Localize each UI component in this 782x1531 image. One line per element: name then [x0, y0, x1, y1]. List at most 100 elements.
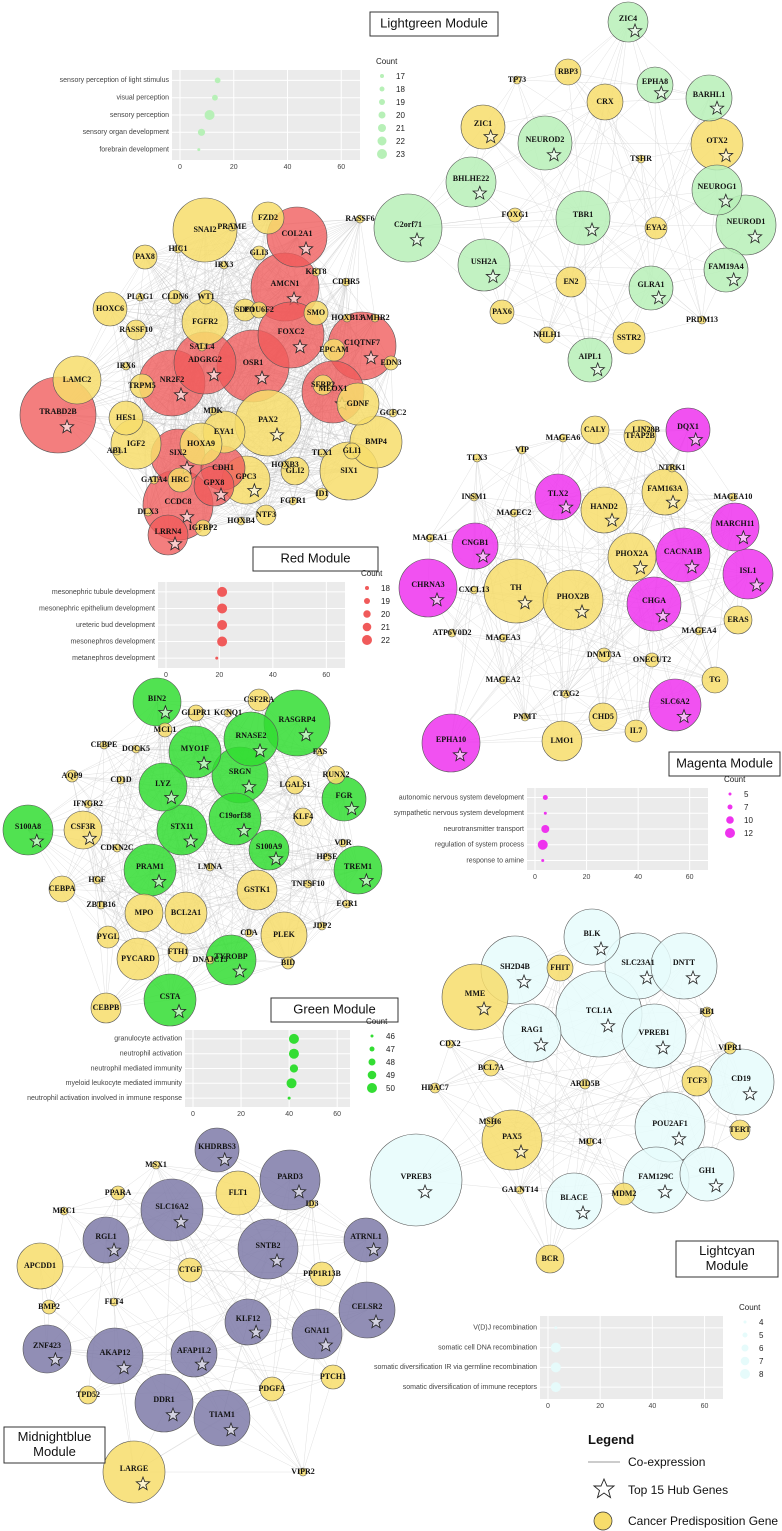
gene-node [665, 407, 711, 453]
edge [473, 589, 504, 681]
count-legend-label: 20 [396, 111, 405, 120]
gene-label: HGF [88, 875, 105, 884]
gene-circle [250, 301, 268, 319]
gene-node [398, 558, 458, 618]
gene-label: CACNA1B [664, 547, 703, 556]
enrichment-dot [537, 839, 548, 850]
edge [390, 362, 394, 414]
edge [502, 637, 605, 656]
gene-label: VPREB3 [400, 1172, 431, 1181]
edge [451, 632, 526, 718]
green-module-title: Green Module [270, 997, 399, 1023]
go-term-label: somatic cell DNA recombination [438, 1344, 537, 1351]
gene-circle [198, 289, 214, 305]
gene-node [48, 875, 76, 903]
gene-circle [48, 875, 76, 903]
gene-node [457, 238, 511, 292]
legend-cancer-gene-label: Cancer Predisposition Gene [628, 1514, 778, 1528]
gene-node [125, 319, 147, 341]
count-legend-dot [727, 804, 733, 810]
gene-circle [167, 467, 193, 493]
gene-circle [129, 373, 155, 399]
gene-label: EPHA8 [642, 77, 668, 86]
gene-circle [167, 941, 189, 963]
gene-label: KHDRBS3 [198, 1142, 236, 1151]
module-title-text: Lightgreen Module [380, 15, 488, 30]
edge [434, 1043, 451, 1089]
gene-circle [251, 245, 267, 261]
gene-circle [580, 486, 628, 534]
x-tick-label: 60 [701, 1403, 709, 1410]
edge [594, 429, 604, 718]
edge [544, 142, 718, 145]
gene-circle [546, 954, 574, 982]
gene-node [694, 626, 704, 636]
gene-node [164, 891, 208, 935]
edge [449, 1043, 591, 1143]
gene-circle [580, 415, 610, 445]
edge [271, 1203, 313, 1390]
gene-label: PAX6 [492, 307, 512, 316]
gene-node [534, 473, 582, 521]
hub-star-icon [650, 289, 667, 305]
module-title-text: Magenta Module [676, 755, 773, 770]
edge [71, 775, 304, 818]
count-legend-dot [377, 149, 387, 159]
gene-circle [315, 747, 325, 757]
edge [345, 281, 348, 319]
gene-node [545, 1172, 603, 1230]
count-legend-dot [380, 74, 384, 78]
gene-node [298, 1467, 308, 1477]
gene-label: GLI1 [343, 446, 362, 455]
gene-node [205, 862, 215, 872]
edge [359, 218, 376, 319]
gene-node [469, 492, 479, 502]
gene-node [349, 415, 403, 469]
edge [177, 883, 309, 953]
gene-circle [650, 932, 718, 1000]
gene-node [22, 1324, 72, 1374]
gene-node [703, 247, 749, 293]
gene-label: IGF2 [127, 439, 145, 448]
gene-circle [701, 1006, 713, 1018]
gene-node [96, 925, 120, 949]
go-term-label: sensory perception of light stimulus [60, 77, 170, 84]
hub-star-icon [476, 1000, 492, 1016]
edge [139, 248, 179, 298]
gene-label: TBR1 [573, 210, 593, 219]
gene-circle [469, 492, 479, 502]
edge [100, 744, 105, 906]
edge [116, 779, 122, 849]
gene-node [129, 373, 155, 399]
gene-label: FZD2 [258, 213, 278, 222]
gene-node [170, 1330, 218, 1378]
edge [113, 1269, 191, 1303]
gene-label: RB1 [699, 1007, 714, 1016]
gene-node [147, 514, 189, 556]
edge [476, 457, 504, 681]
gene-label: TCL1A [586, 1006, 612, 1015]
gene-circle [164, 891, 208, 935]
gene-circle [194, 519, 212, 537]
gene-circle [697, 315, 707, 325]
gene-circle [236, 516, 246, 526]
gene-node [626, 576, 682, 632]
count-legend-dot [364, 598, 370, 604]
gene-label: DLX3 [138, 507, 159, 516]
edge [515, 435, 641, 592]
gene-circle [498, 633, 508, 643]
gene-circle [641, 425, 651, 435]
gene-node [215, 1170, 261, 1216]
hub-star-icon [216, 1151, 233, 1167]
edge [105, 1239, 223, 1419]
edge [451, 632, 504, 639]
enrichment-dot [550, 1382, 561, 1393]
edge [483, 264, 727, 271]
gene-label: EN2 [563, 277, 578, 286]
edge [565, 429, 647, 695]
gene-circle [309, 1261, 335, 1287]
gene-circle [667, 463, 677, 473]
gene-label: TLX2 [548, 489, 568, 498]
count-legend-label: 4 [759, 1318, 764, 1327]
gene-label: STX11 [170, 822, 193, 831]
